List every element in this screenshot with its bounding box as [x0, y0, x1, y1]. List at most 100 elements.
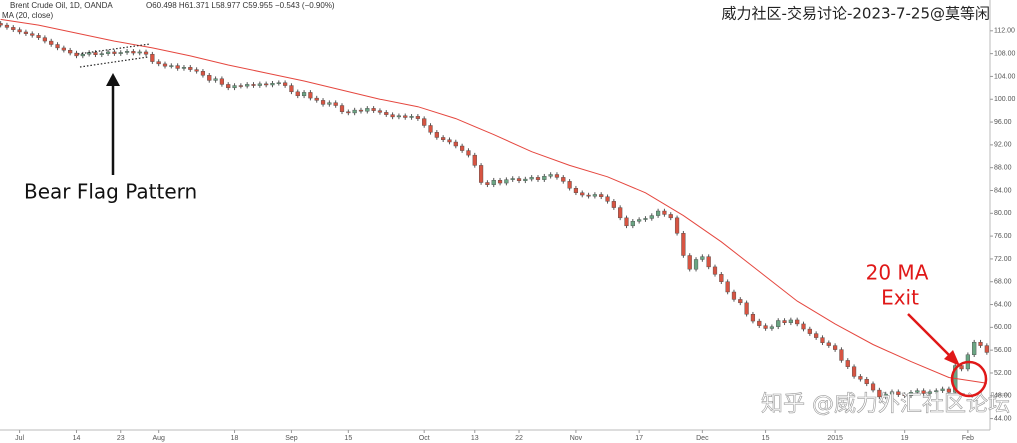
candle-body	[744, 302, 749, 315]
candle-body	[599, 194, 604, 197]
candle-body	[491, 180, 496, 185]
candle-body	[535, 177, 541, 180]
candle-body	[548, 174, 553, 177]
y-tick-label: 80.00	[994, 210, 1012, 217]
candle-body	[42, 37, 47, 42]
candle-body	[150, 53, 155, 62]
candle-body	[637, 219, 642, 222]
candle-body	[257, 83, 262, 86]
candle-body	[36, 35, 41, 38]
y-tick-label: 72.00	[994, 256, 1012, 263]
y-tick-label: 68.00	[994, 279, 1012, 286]
candle-body	[371, 108, 376, 111]
y-tick-label: 104.00	[994, 73, 1016, 80]
y-tick-label: 88.00	[994, 165, 1012, 172]
candle-body	[927, 391, 933, 394]
candle-body	[725, 281, 730, 293]
x-tick-label: 17	[635, 435, 643, 442]
candle-body	[219, 78, 224, 85]
candle-body	[124, 51, 130, 53]
candle-body	[301, 92, 307, 97]
candle-body	[763, 325, 768, 329]
y-tick-label: 64.00	[994, 301, 1012, 308]
x-tick-label: Dec	[696, 435, 709, 442]
candle-body	[687, 255, 692, 270]
candle-body	[738, 299, 743, 304]
candle-body	[346, 111, 351, 114]
candle-body	[826, 342, 831, 346]
candle-body	[358, 109, 364, 112]
y-tick-label: 100.00	[994, 96, 1016, 103]
candle-body	[106, 51, 111, 54]
candle-body	[807, 328, 812, 334]
candle-body	[959, 365, 964, 370]
candle-body	[845, 360, 850, 367]
x-tick-label: Oct	[419, 435, 430, 442]
candle-body	[327, 102, 332, 105]
candle-body	[4, 24, 10, 28]
candle-body	[662, 210, 667, 215]
x-tick-label: Nov	[570, 435, 583, 442]
candle-body	[409, 116, 414, 118]
candle-body	[295, 91, 300, 97]
arrow-head	[944, 350, 960, 366]
candle-body	[283, 82, 288, 86]
candle-body	[877, 389, 882, 398]
candle-body	[447, 139, 452, 143]
candle-body	[839, 349, 844, 361]
candle-body	[384, 112, 389, 115]
candle-body	[858, 376, 863, 380]
candle-body	[668, 214, 673, 219]
candle-body	[719, 274, 724, 282]
candle-body	[377, 110, 383, 113]
candle-body	[902, 394, 907, 396]
candle-body	[270, 83, 275, 86]
candle-body	[11, 27, 16, 30]
x-tick-label: 18	[231, 435, 239, 442]
x-tick-label: 15	[762, 435, 770, 442]
candle-body	[245, 84, 250, 87]
candle-body	[485, 182, 490, 185]
candle-body	[478, 165, 484, 183]
candle-body	[207, 75, 212, 81]
candle-body	[649, 215, 654, 219]
candle-body	[169, 65, 174, 67]
candle-body	[611, 201, 616, 208]
candle-body	[112, 51, 117, 54]
candle-body	[251, 84, 256, 86]
candle-body	[700, 256, 705, 260]
candle-body	[984, 345, 989, 353]
y-tick-label: 76.00	[994, 233, 1012, 240]
candle-body	[731, 291, 737, 300]
candle-body	[390, 114, 395, 118]
candle-body	[460, 145, 465, 151]
candle-body	[510, 178, 515, 180]
candle-body	[213, 78, 218, 81]
candle-body	[523, 178, 528, 181]
x-tick-label: 22	[515, 435, 523, 442]
candle-body	[643, 218, 648, 220]
candle-body	[757, 320, 762, 326]
candle-body	[883, 393, 888, 398]
candle-body	[441, 137, 446, 140]
candle-body	[814, 333, 819, 338]
candle-body	[30, 33, 35, 36]
candle-body	[118, 52, 123, 54]
candle-body	[776, 320, 781, 327]
annotation: 20 MA	[866, 261, 929, 285]
candle-body	[0, 23, 3, 26]
candle-body	[782, 320, 787, 323]
flag-line	[79, 56, 149, 68]
candle-body	[946, 388, 952, 393]
candle-body	[605, 196, 610, 202]
candle-body	[55, 44, 60, 49]
candle-body	[497, 180, 503, 184]
x-tick-label: 2015	[827, 435, 843, 442]
candle-body	[422, 118, 427, 126]
indicator-label: MA (20, close)	[2, 11, 53, 20]
candle-body	[656, 210, 661, 216]
candle-body	[308, 92, 313, 99]
candle-body	[365, 108, 370, 112]
candle-body	[712, 266, 718, 275]
